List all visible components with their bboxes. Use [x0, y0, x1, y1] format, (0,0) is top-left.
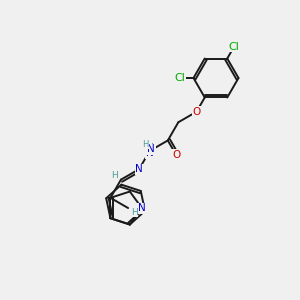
Text: H: H [131, 208, 138, 217]
Text: Cl: Cl [229, 42, 239, 52]
Text: N: N [138, 203, 146, 213]
Text: H: H [146, 143, 153, 152]
Text: O: O [172, 150, 180, 160]
Text: Cl: Cl [175, 73, 185, 83]
Text: H: H [111, 171, 118, 180]
Text: O: O [192, 107, 201, 117]
Text: N: N [147, 145, 155, 154]
Text: N: N [135, 164, 143, 174]
Text: H: H [142, 140, 149, 149]
Text: N: N [146, 148, 154, 158]
